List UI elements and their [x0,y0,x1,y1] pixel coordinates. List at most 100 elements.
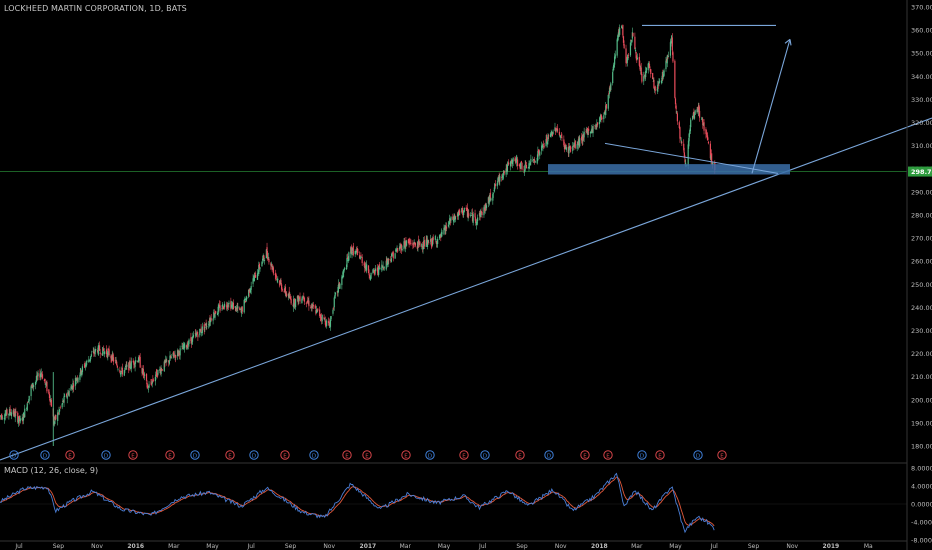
candle-body [379,268,381,269]
dividend-marker[interactable] [101,450,111,460]
candle-body [410,242,412,244]
candle-body [321,315,323,322]
projection-arrow-line[interactable] [751,39,791,174]
macd-indicator-label[interactable]: MACD (12, 26, close, 9) [4,466,99,475]
earnings-marker[interactable] [580,450,590,460]
candle-body [653,88,656,91]
candle-body [76,378,78,380]
earnings-marker[interactable] [655,450,665,460]
candle-body [475,218,477,223]
dividend-marker[interactable] [40,450,50,460]
candle-body [555,129,557,131]
candle-body [26,403,28,411]
earnings-marker[interactable] [165,450,175,460]
candle-body [405,241,407,246]
price-tick-label: 350.00 [911,50,932,58]
candle-body [494,183,496,190]
candle-body [117,369,119,370]
support-zone[interactable] [548,164,790,175]
candle-body [13,412,16,417]
dividend-marker[interactable] [9,450,19,460]
candle-body [363,263,365,265]
candle-body [638,56,640,66]
candle-body [53,416,55,425]
candle-body [698,110,701,118]
candle-body [537,149,540,153]
candle-body [253,275,255,282]
drawings[interactable] [0,24,932,461]
candle-body [698,105,700,112]
candle-body [600,114,602,118]
dividend-marker[interactable] [309,450,319,460]
candle-body [430,238,432,246]
candle-body [135,360,137,363]
candle-body [352,245,354,256]
ascending-trendline[interactable] [0,117,932,461]
dividend-marker[interactable] [480,450,490,460]
time-tick-label: Jul [14,543,23,550]
candle-body [594,125,596,126]
candle-body [55,414,57,420]
candles[interactable] [0,24,716,446]
candle-body [521,162,523,170]
candle-body [267,252,269,260]
candle-body [550,133,552,135]
earnings-marker[interactable] [362,450,372,460]
candle-body [529,163,531,165]
earnings-marker[interactable] [515,450,525,460]
candle-body [463,210,465,215]
price-axis[interactable]: 370.00 360.00 350.00 340.00 330.00 320.00 310.… [906,0,932,550]
candle-body [290,298,292,304]
dividend-marker[interactable] [693,450,703,460]
earnings-marker[interactable] [225,450,235,460]
candle-body [485,205,488,209]
symbol-title[interactable]: LOCKHEED MARTIN CORPORATION, 1D, BATS [4,4,187,13]
projection-arrowhead[interactable] [784,38,792,46]
dividend-marker[interactable] [637,450,647,460]
earnings-marker[interactable] [717,450,727,460]
wedge-lower-line[interactable] [604,142,779,174]
macd-axis[interactable]: 8.0000 4.0000 0.0000 -4.0000 -8.0000 [911,465,932,545]
candle-body [589,131,592,134]
dividend-marker[interactable] [190,450,200,460]
candle-body [485,203,487,211]
dividend-marker[interactable] [544,450,554,460]
candle-body [687,144,689,167]
earnings-marker[interactable] [603,450,613,460]
candle-body [503,170,505,174]
candle-body [312,304,314,307]
candle-body [647,63,649,71]
candle-body [76,378,78,380]
candle-body [374,268,377,272]
candle-body [423,240,425,250]
candle-body [206,326,208,327]
candle-body [431,237,434,245]
candle-body [33,385,35,388]
earnings-marker[interactable] [128,450,138,460]
candle-body [197,334,199,338]
candle-body [114,360,117,361]
earnings-marker[interactable] [65,450,75,460]
macd-line [0,472,715,534]
candle-body [97,345,99,355]
earnings-marker[interactable] [280,450,290,460]
candle-body [150,382,152,384]
candle-body [99,352,101,355]
earnings-marker[interactable] [401,450,411,460]
candle-body [141,367,143,374]
candle-body [249,290,251,292]
time-axis[interactable]: Jul Sep Nov 2016 Mar May Jul Sep Nov 2017 Mar May Ju… [0,540,907,550]
candle-body [352,247,354,251]
candle-body [261,262,263,267]
earnings-marker[interactable] [459,450,469,460]
dividend-marker[interactable] [425,450,435,460]
dividend-marker[interactable] [249,450,259,460]
earnings-marker[interactable] [342,450,352,460]
candle-body [124,368,126,370]
candle-body [172,352,174,356]
candle-body [449,218,451,224]
macd-pane[interactable] [0,472,907,534]
candle-body [232,303,234,307]
